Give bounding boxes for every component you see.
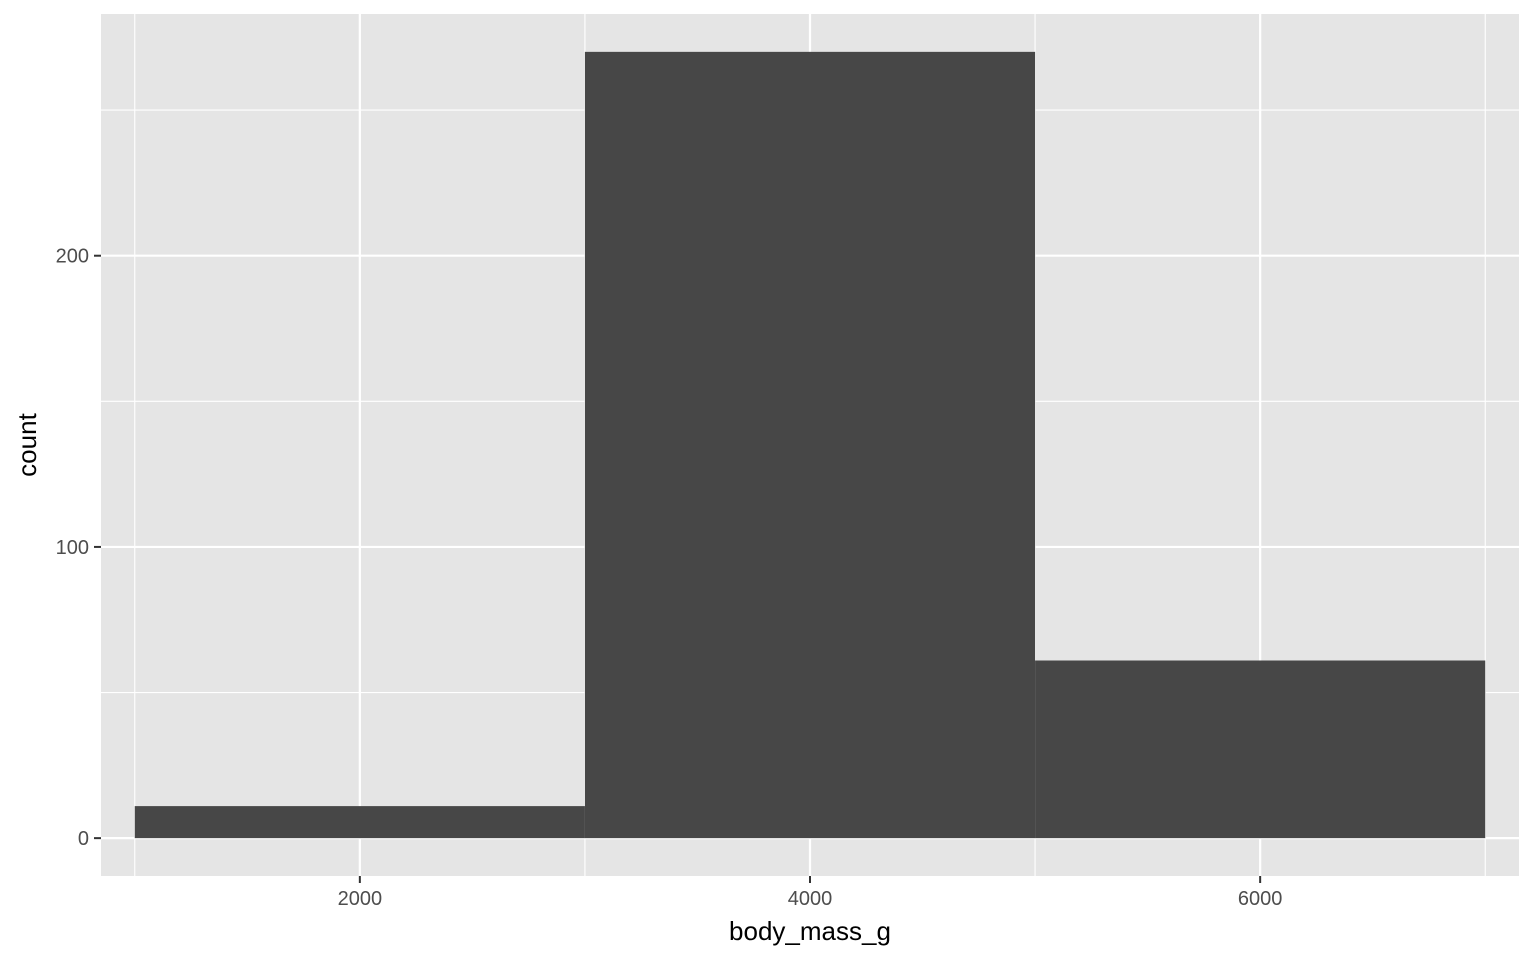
y-axis-title: count xyxy=(12,412,42,476)
x-axis-title: body_mass_g xyxy=(729,916,891,946)
y-tick-label: 100 xyxy=(56,537,89,559)
x-axis: 2000 4000 6000 xyxy=(338,876,1283,910)
y-tick-label: 0 xyxy=(78,828,89,850)
histogram-bars xyxy=(134,51,1486,839)
x-tick-label: 4000 xyxy=(788,888,833,910)
y-tick-label: 200 xyxy=(56,246,89,268)
x-tick-label: 2000 xyxy=(338,888,383,910)
y-axis: 0 100 200 xyxy=(56,246,101,850)
histogram-bar xyxy=(584,51,1036,839)
histogram-bar xyxy=(1035,660,1486,839)
x-tick-label: 6000 xyxy=(1238,888,1283,910)
histogram-bar xyxy=(134,806,585,839)
